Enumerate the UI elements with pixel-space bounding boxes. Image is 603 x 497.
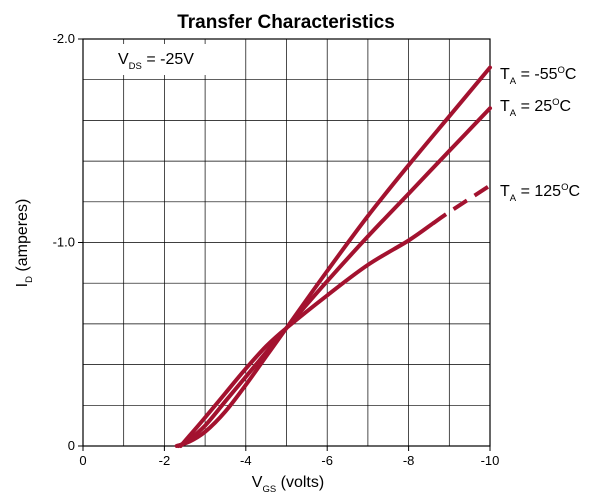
series-label-125-main: T [500, 183, 510, 200]
series-line-dashed [431, 183, 492, 226]
y-axis-label-main: I [14, 283, 31, 287]
series-label-125-unit: C [568, 183, 580, 200]
chart-title: Transfer Characteristics [177, 12, 395, 33]
series-label-125-sub: A [510, 193, 517, 204]
series-label-25-degree: O [552, 97, 559, 108]
series-label-minus55-suffix: = -55 [516, 66, 557, 83]
x-axis-label-main: V [252, 474, 263, 491]
series-label-25-suffix: = 25 [516, 98, 552, 115]
vds-annotation: VDS = -25V [118, 51, 194, 72]
x-axis-label-sub: GS [262, 484, 276, 495]
series-label-25-unit: C [560, 98, 572, 115]
x-tick-label: -6 [321, 453, 333, 468]
series-label-25-sub: A [510, 108, 517, 119]
grid-lines [83, 39, 490, 446]
series-curves [174, 65, 492, 448]
vds-sub: DS [129, 61, 142, 72]
y-tick-label: -2.0 [53, 31, 75, 46]
x-axis-label: VGS (volts) [252, 474, 324, 495]
series-label-125-degree: O [561, 182, 568, 193]
y-axis-label-sub: D [24, 276, 35, 283]
series-line [178, 221, 435, 448]
vds-main: V [118, 51, 129, 68]
x-tick-label: -10 [481, 453, 500, 468]
x-tick-label: -2 [159, 453, 171, 468]
vds-suffix: = -25V [142, 51, 194, 68]
series-label-minus55-unit: C [565, 66, 577, 83]
series-label-minus55-degree: O [557, 65, 564, 76]
x-axis-label-suffix: (volts) [276, 474, 324, 491]
series-label-minus55-sub: A [510, 76, 517, 87]
series-line [176, 106, 492, 448]
series-label-25-main: T [500, 98, 510, 115]
x-tick-labels: 0 -2 -4 -6 -8 -10 [79, 446, 499, 468]
y-tick-label: -1.0 [53, 235, 75, 250]
annotation-box [112, 44, 224, 75]
y-tick-labels: 0 -1.0 -2.0 [53, 31, 83, 453]
x-tick-label: -4 [240, 453, 252, 468]
series-label-125: TA = 125OC [500, 182, 580, 204]
y-axis-label-suffix: (amperes) [14, 199, 31, 276]
y-tick-label: 0 [68, 438, 75, 453]
x-tick-label: -8 [403, 453, 415, 468]
series-label-25: TA = 25OC [500, 97, 571, 119]
series-label-minus55: TA = -55OC [500, 65, 576, 87]
series-label-125-suffix: = 125 [516, 183, 561, 200]
y-axis-label: ID (amperes) [14, 199, 35, 288]
series-label-minus55-main: T [500, 66, 510, 83]
x-tick-label: 0 [79, 453, 86, 468]
